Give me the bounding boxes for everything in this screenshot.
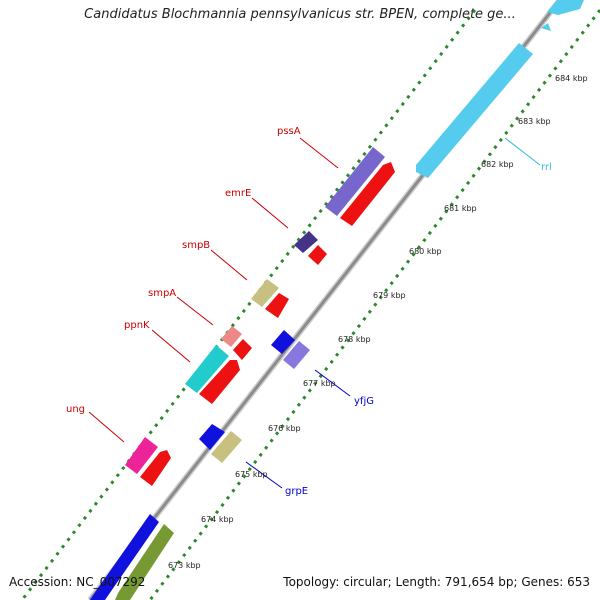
callout-smpB bbox=[210, 249, 248, 281]
gene-ung[interactable] bbox=[125, 437, 171, 486]
tick-label-684: 684 kbp bbox=[555, 74, 588, 83]
callout-yfjG bbox=[314, 369, 351, 397]
gene-smpB[interactable] bbox=[251, 279, 289, 318]
tick-label-683: 683 kbp bbox=[518, 117, 551, 126]
callout-ppnK bbox=[151, 329, 191, 363]
tick-label-680: 680 kbp bbox=[409, 247, 442, 256]
tick-label-678: 678 kbp bbox=[338, 335, 371, 344]
tick-label-682: 682 kbp bbox=[481, 160, 514, 169]
gene-rrl[interactable] bbox=[416, 0, 584, 178]
label-emrE: emrE bbox=[225, 188, 251, 199]
upper-tick-track bbox=[20, 9, 477, 600]
gene-yfjG[interactable] bbox=[271, 330, 310, 369]
callout-pssA bbox=[299, 137, 339, 169]
feature-olive-lower[interactable] bbox=[115, 524, 174, 600]
tick-label-676: 676 kbp bbox=[268, 424, 301, 433]
tick-label-677: 677 kbp bbox=[303, 379, 336, 388]
label-grpE: grpE bbox=[285, 486, 308, 497]
feature-blue-lower[interactable] bbox=[90, 514, 159, 600]
label-smpA: smpA bbox=[148, 288, 176, 299]
callout-grpE bbox=[245, 461, 283, 489]
label-ppnK: ppnK bbox=[124, 320, 150, 331]
label-smpB: smpB bbox=[182, 240, 210, 251]
label-pssA: pssA bbox=[277, 126, 301, 137]
gene-smpA[interactable] bbox=[221, 326, 252, 360]
tick-label-674: 674 kbp bbox=[201, 515, 234, 524]
label-yfjG: yfjG bbox=[354, 396, 374, 407]
callout-rrl bbox=[504, 137, 541, 166]
lower-tick-track bbox=[148, 9, 600, 600]
gene-ppnK[interactable] bbox=[185, 345, 240, 404]
tick-label-681: 681 kbp bbox=[444, 204, 477, 213]
topology-summary: Topology: circular; Length: 791,654 bp; … bbox=[283, 575, 590, 589]
callout-emrE bbox=[251, 197, 289, 229]
map-title: Candidatus Blochmannia pennsylvanicus st… bbox=[84, 7, 516, 22]
label-ung: ung bbox=[66, 404, 85, 415]
callout-smpA bbox=[176, 296, 214, 326]
gene-emrE[interactable] bbox=[294, 231, 327, 265]
gene-pssA[interactable] bbox=[325, 147, 395, 226]
tick-label-679: 679 kbp bbox=[373, 291, 406, 300]
tick-label-675: 675 kbp bbox=[235, 470, 268, 479]
callout-ung bbox=[88, 411, 125, 443]
tick-label-673: 673 kbp bbox=[168, 561, 201, 570]
accession-text: Accession: NC_007292 bbox=[9, 575, 146, 589]
label-rrl: rrl bbox=[541, 162, 552, 173]
gene-grpE[interactable] bbox=[199, 424, 242, 463]
